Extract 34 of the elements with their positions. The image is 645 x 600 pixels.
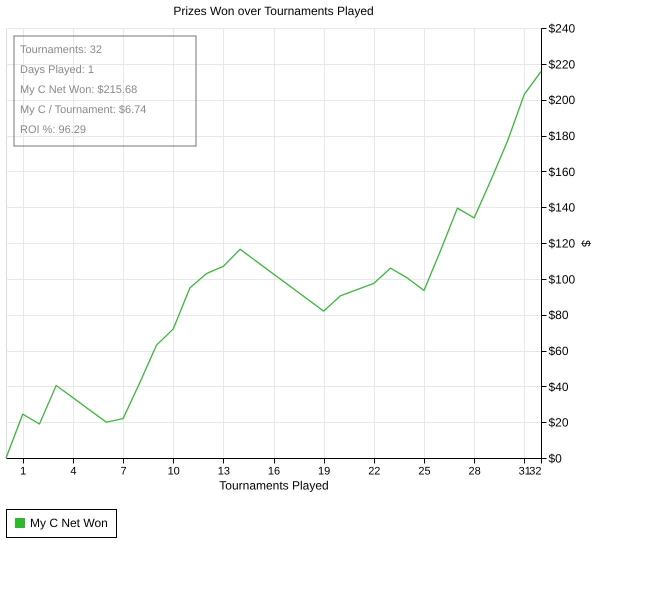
y-tick-label: $20 [548,416,569,430]
y-axis-title: $ [579,240,594,248]
x-axis-title: Tournaments Played [219,478,329,492]
y-tick-label: $120 [548,236,576,250]
x-tick-label: 22 [368,466,380,478]
annotation: My C Net Won: $215.68 [20,84,138,96]
y-tick-label: $160 [548,164,576,179]
y-tick-label: $140 [548,200,576,215]
x-tick-label: 13 [218,466,230,478]
x-tick-label: 16 [268,466,280,478]
legend-label: My C Net Won [30,516,108,530]
y-tick-label: $220 [548,57,576,72]
x-tick-label: 4 [70,466,76,478]
y-tick-label: $100 [548,272,576,286]
x-tick-label: 19 [318,466,330,478]
x-tick-label: 7 [120,466,127,478]
x-tick-label: 32 [529,466,542,478]
x-tick-label: 25 [418,466,431,478]
y-tick-label: $200 [548,93,576,108]
annotation: Days Played: 1 [20,64,94,76]
x-tick-label: 10 [168,466,180,478]
annotation: ROI %: 96.29 [20,124,86,136]
x-tick-label: 28 [468,466,481,478]
annotation: Tournaments: 32 [20,44,102,56]
y-tick-label: $80 [548,308,569,322]
x-tick-label: 1 [20,466,26,478]
y-tick-label: $60 [548,344,569,358]
y-tick-label: $40 [548,380,569,394]
annotation: My C / Tournament: $6.74 [20,104,146,116]
chart-title: Prizes Won over Tournaments Played [173,4,374,18]
y-tick-label: $240 [548,22,576,36]
y-tick-label: $180 [548,129,576,143]
y-tick-label: $0 [548,452,562,466]
x-tick-label: 31 [518,466,531,478]
